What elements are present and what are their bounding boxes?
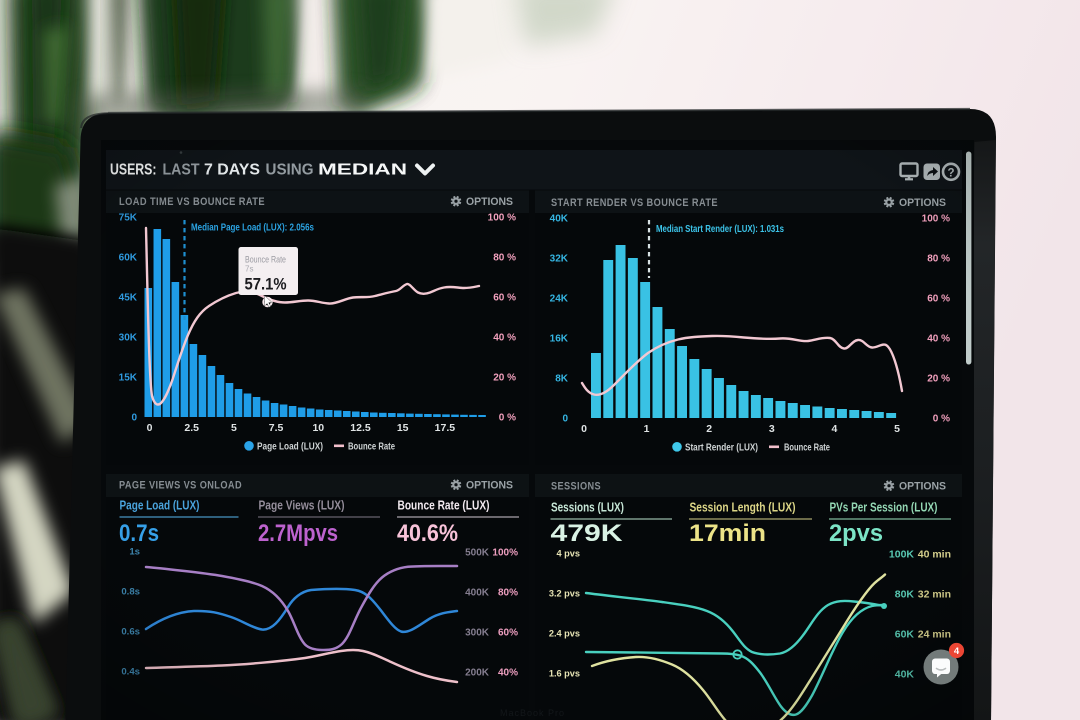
- svg-text:4: 4: [954, 646, 960, 657]
